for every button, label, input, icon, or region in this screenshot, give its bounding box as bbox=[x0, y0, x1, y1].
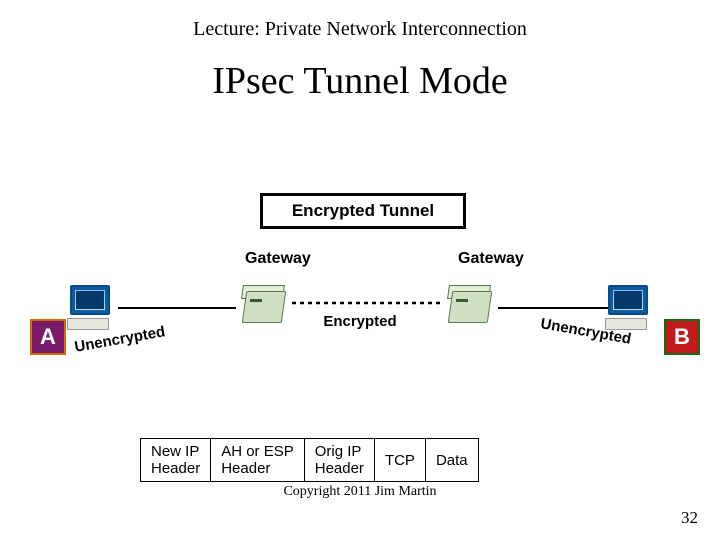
gateway-label-right: Gateway bbox=[458, 250, 524, 268]
page-number: 32 bbox=[681, 508, 698, 528]
gateway-label-left: Gateway bbox=[245, 250, 311, 268]
diagram-stage: A B Unencrypted Encrypted Unencrypted bbox=[0, 273, 720, 393]
lecture-subtitle: Lecture: Private Network Interconnection bbox=[0, 18, 720, 41]
packet-row: New IPHeader AH or ESPHeader Orig IPHead… bbox=[141, 439, 479, 482]
packet-structure-table: New IPHeader AH or ESPHeader Orig IPHead… bbox=[140, 438, 479, 482]
encrypted-tunnel-box: Encrypted Tunnel bbox=[260, 193, 466, 229]
packet-cell: New IPHeader bbox=[141, 439, 211, 482]
slide-title: IPsec Tunnel Mode bbox=[0, 59, 720, 103]
copyright-text: Copyright 2011 Jim Martin bbox=[0, 484, 720, 500]
packet-cell: AH or ESPHeader bbox=[211, 439, 305, 482]
packet-cell: TCP bbox=[374, 439, 425, 482]
packet-cell: Data bbox=[425, 439, 478, 482]
packet-cell: Orig IPHeader bbox=[304, 439, 374, 482]
